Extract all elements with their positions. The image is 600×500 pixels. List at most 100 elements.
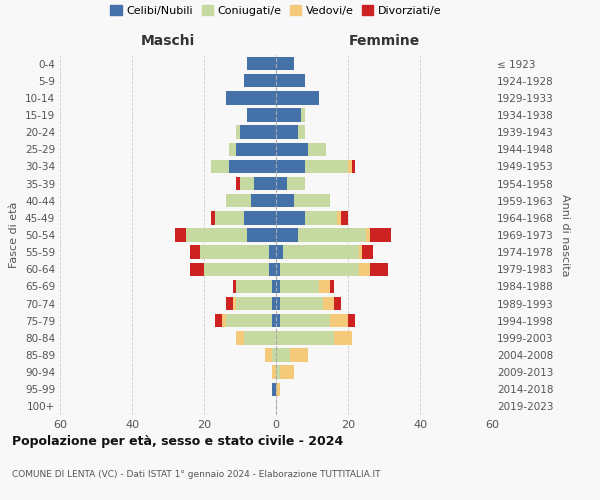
Bar [229, 160, 276, 173]
Bar [283, 246, 359, 259]
Bar [276, 57, 294, 70]
Text: COMUNE DI LENTA (VC) - Dati ISTAT 1° gennaio 2024 - Elaborazione TUTTITALIA.IT: COMUNE DI LENTA (VC) - Dati ISTAT 1° gen… [12, 470, 380, 479]
Bar [334, 331, 352, 344]
Bar [366, 228, 370, 241]
Bar [298, 228, 366, 241]
Bar [215, 211, 244, 224]
Bar [298, 126, 305, 139]
Bar [276, 160, 305, 173]
Bar [254, 177, 276, 190]
Bar [276, 297, 280, 310]
Bar [330, 314, 348, 328]
Bar [280, 366, 294, 379]
Bar [236, 177, 240, 190]
Bar [290, 348, 308, 362]
Bar [269, 262, 276, 276]
Bar [334, 297, 341, 310]
Bar [204, 262, 269, 276]
Y-axis label: Anni di nascita: Anni di nascita [560, 194, 570, 276]
Bar [190, 246, 200, 259]
Bar [200, 246, 269, 259]
Bar [276, 177, 287, 190]
Bar [244, 211, 276, 224]
Bar [348, 160, 352, 173]
Bar [319, 280, 330, 293]
Bar [240, 177, 254, 190]
Bar [244, 74, 276, 88]
Bar [276, 228, 298, 241]
Bar [276, 126, 298, 139]
Text: Femmine: Femmine [349, 34, 419, 48]
Bar [323, 297, 334, 310]
Bar [226, 314, 272, 328]
Y-axis label: Fasce di età: Fasce di età [10, 202, 19, 268]
Bar [305, 211, 337, 224]
Bar [265, 348, 272, 362]
Bar [276, 211, 305, 224]
Bar [276, 74, 305, 88]
Bar [348, 314, 355, 328]
Bar [186, 228, 247, 241]
Bar [276, 91, 319, 104]
Bar [269, 246, 276, 259]
Bar [276, 348, 290, 362]
Bar [276, 142, 308, 156]
Bar [272, 314, 276, 328]
Bar [276, 366, 280, 379]
Bar [341, 211, 348, 224]
Bar [294, 194, 330, 207]
Bar [272, 382, 276, 396]
Bar [276, 280, 280, 293]
Bar [276, 108, 301, 122]
Bar [305, 160, 348, 173]
Bar [226, 194, 251, 207]
Bar [272, 348, 276, 362]
Bar [330, 280, 334, 293]
Bar [359, 246, 362, 259]
Bar [352, 160, 355, 173]
Bar [236, 280, 272, 293]
Bar [229, 142, 236, 156]
Bar [370, 262, 388, 276]
Bar [247, 57, 276, 70]
Bar [272, 280, 276, 293]
Text: Maschi: Maschi [141, 34, 195, 48]
Bar [240, 126, 276, 139]
Bar [280, 297, 323, 310]
Bar [276, 382, 280, 396]
Bar [276, 246, 283, 259]
Text: Popolazione per età, sesso e stato civile - 2024: Popolazione per età, sesso e stato civil… [12, 435, 343, 448]
Bar [276, 194, 294, 207]
Bar [215, 314, 222, 328]
Bar [276, 314, 280, 328]
Bar [308, 142, 326, 156]
Bar [222, 314, 226, 328]
Bar [175, 228, 186, 241]
Bar [272, 297, 276, 310]
Bar [337, 211, 341, 224]
Bar [190, 262, 204, 276]
Bar [280, 262, 359, 276]
Bar [280, 314, 330, 328]
Bar [251, 194, 276, 207]
Bar [236, 297, 272, 310]
Bar [244, 331, 276, 344]
Bar [226, 297, 233, 310]
Bar [211, 211, 215, 224]
Bar [236, 142, 276, 156]
Bar [276, 331, 334, 344]
Bar [276, 262, 280, 276]
Bar [280, 280, 319, 293]
Bar [233, 280, 236, 293]
Bar [287, 177, 305, 190]
Bar [301, 108, 305, 122]
Bar [236, 126, 240, 139]
Bar [247, 228, 276, 241]
Bar [226, 91, 276, 104]
Bar [362, 246, 373, 259]
Bar [236, 331, 244, 344]
Bar [359, 262, 370, 276]
Bar [370, 228, 391, 241]
Legend: Celibi/Nubili, Coniugati/e, Vedovi/e, Divorziati/e: Celibi/Nubili, Coniugati/e, Vedovi/e, Di… [106, 1, 446, 20]
Bar [233, 297, 236, 310]
